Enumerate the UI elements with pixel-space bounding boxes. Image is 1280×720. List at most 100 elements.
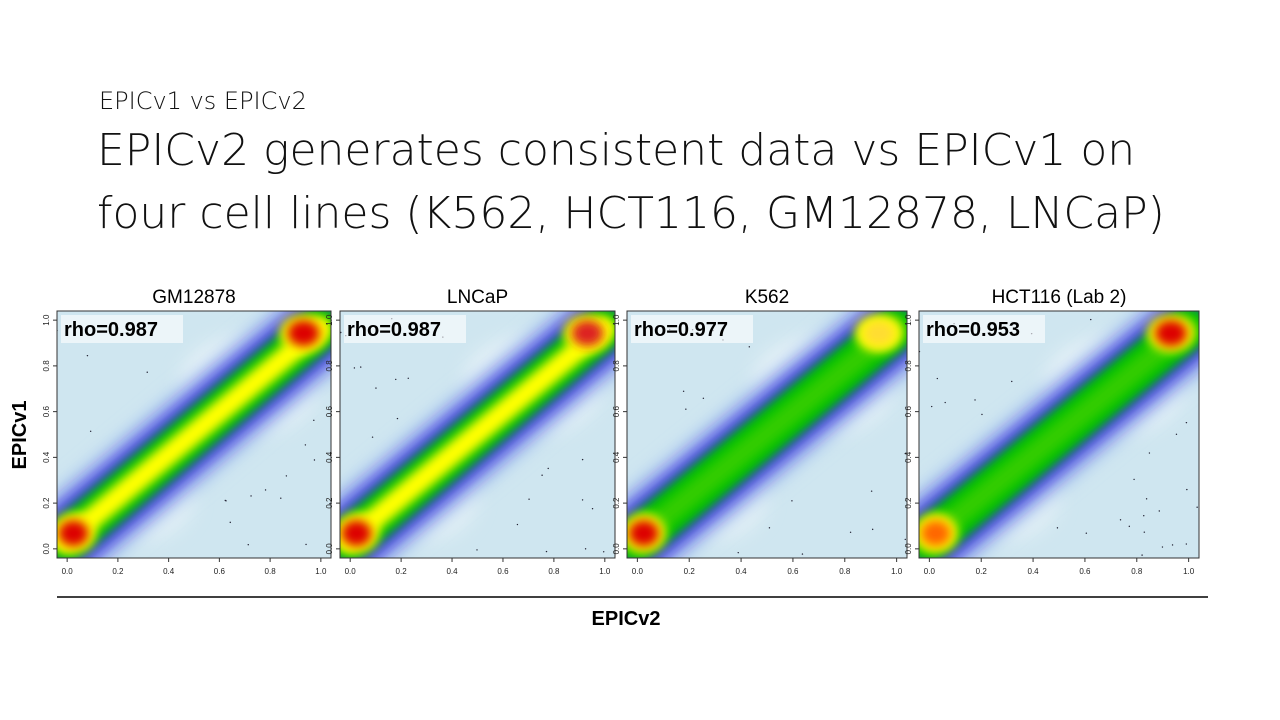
hotspot xyxy=(920,520,951,547)
outlier-dot xyxy=(353,367,356,369)
outlier-dot xyxy=(1158,510,1160,512)
x-tick-label: 0.4 xyxy=(446,567,458,576)
outlier-dot xyxy=(737,551,739,554)
density-band xyxy=(57,317,331,552)
outlier-dot xyxy=(584,548,587,550)
plot-frame xyxy=(56,310,332,559)
y-tick-label: 0.0 xyxy=(612,543,621,555)
outlier-dot xyxy=(870,490,873,492)
outlier-dot xyxy=(1141,554,1143,556)
x-tick-label: 0.0 xyxy=(632,567,644,576)
outlier-dot xyxy=(541,474,543,476)
outlier-dot xyxy=(247,543,249,546)
x-tick-label: 0.2 xyxy=(396,567,408,576)
panel-title: HCT116 (Lab 2) xyxy=(992,287,1127,308)
outlier-dot xyxy=(86,354,89,357)
x-tick-label: 0.0 xyxy=(62,567,74,576)
outlier-dot xyxy=(146,371,148,373)
outlier-dot xyxy=(1148,452,1151,454)
y-tick-label: 1.0 xyxy=(904,314,913,326)
x-tick-label: 1.0 xyxy=(1183,567,1195,576)
outlier-dot xyxy=(748,346,751,348)
outlier-dot xyxy=(581,458,584,461)
outlier-dot xyxy=(602,551,605,553)
outlier-dot xyxy=(476,549,478,551)
y-axis-label: EPICv1 xyxy=(9,401,31,470)
outlier-dot xyxy=(1186,488,1188,491)
outlier-dot xyxy=(516,523,519,526)
x-tick-label: 0.4 xyxy=(1028,567,1040,576)
outlier-dot xyxy=(264,489,267,491)
x-tick-label: 0.6 xyxy=(1079,567,1091,576)
y-tick-label: 0.0 xyxy=(42,543,51,555)
density-panel xyxy=(919,311,1199,558)
x-tick-label: 0.2 xyxy=(684,567,696,576)
outlier-dot xyxy=(1171,544,1174,546)
y-tick-label: 0.8 xyxy=(325,360,334,372)
outlier-dot xyxy=(313,459,316,461)
annotation-bg xyxy=(631,315,753,343)
y-tick-label: 1.0 xyxy=(42,314,51,326)
outlier-dot xyxy=(801,553,804,555)
y-tick-label: 1.0 xyxy=(325,314,334,326)
outlier-dot xyxy=(974,399,976,401)
outlier-dot xyxy=(702,397,705,400)
slide-title-line: EPICv2 generates consistent data vs EPIC… xyxy=(97,125,1135,176)
y-tick-label: 0.8 xyxy=(612,360,621,372)
y-tick-label: 0.6 xyxy=(42,406,51,418)
y-tick-label: 0.2 xyxy=(325,497,334,509)
outlier-dot xyxy=(904,538,906,541)
rho-annotation: rho=0.987 xyxy=(64,319,158,341)
outlier-dot xyxy=(1056,527,1059,529)
density-band xyxy=(627,317,907,552)
outlier-dot xyxy=(981,413,983,416)
rho-annotation: rho=0.987 xyxy=(347,319,441,341)
y-tick-label: 0.8 xyxy=(42,360,51,372)
density-panel xyxy=(627,311,907,558)
outlier-dot xyxy=(768,527,771,529)
outlier-dot xyxy=(1143,515,1145,517)
x-tick-label: 0.2 xyxy=(112,567,124,576)
y-tick-label: 0.0 xyxy=(325,543,334,555)
outlier-dot xyxy=(904,452,907,455)
outlier-dot xyxy=(225,500,227,502)
y-tick-label: 0.4 xyxy=(325,451,334,463)
y-tick-label: 0.2 xyxy=(42,497,51,509)
hotspot xyxy=(287,320,320,347)
plot-frame xyxy=(918,310,1200,559)
density-band xyxy=(919,317,1199,552)
annotation-bg xyxy=(344,315,466,343)
hotspot xyxy=(341,520,372,547)
plot-frame xyxy=(626,310,908,559)
y-tick-label: 0.2 xyxy=(904,497,913,509)
density-panel xyxy=(57,311,331,558)
outlier-dot xyxy=(791,500,793,502)
outlier-dot xyxy=(931,405,933,408)
x-tick-label: 0.0 xyxy=(924,567,936,576)
outlier-dot xyxy=(1196,506,1198,508)
density-band xyxy=(340,317,615,552)
y-tick-label: 0.0 xyxy=(904,543,913,555)
x-tick-label: 1.0 xyxy=(315,567,327,576)
outlier-dot xyxy=(304,444,307,446)
outlier-dot xyxy=(1011,380,1013,383)
outlier-dot xyxy=(849,531,852,533)
outlier-dot xyxy=(360,366,362,368)
outlier-dot xyxy=(407,377,409,379)
outlier-dot xyxy=(871,528,874,531)
outlier-dot xyxy=(581,499,584,501)
outlier-dot xyxy=(89,430,92,432)
outlier-dot xyxy=(1133,478,1135,481)
outlier-dot xyxy=(1175,433,1178,435)
y-tick-label: 1.0 xyxy=(612,314,621,326)
slide-kicker: EPICv1 vs EPICv2 xyxy=(99,87,307,115)
outlier-dot xyxy=(547,467,549,470)
outlier-dot xyxy=(685,408,687,410)
outlier-dot xyxy=(1119,519,1122,521)
outlier-dot xyxy=(1185,543,1188,545)
outlier-dot xyxy=(371,436,374,438)
outlier-dot xyxy=(944,401,946,404)
outlier-dot xyxy=(1185,421,1188,424)
